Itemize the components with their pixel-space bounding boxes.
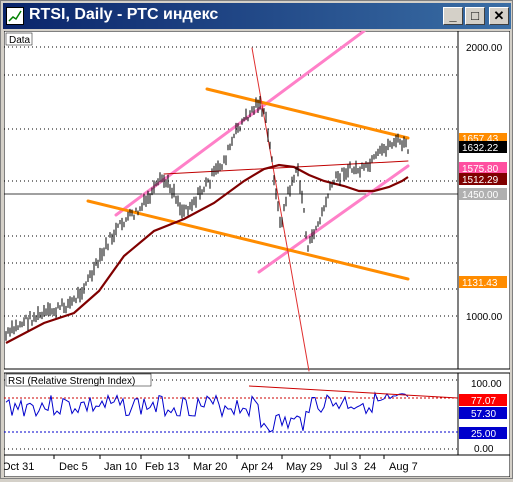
trend-lines: [86, 29, 410, 372]
price-tag-3-text: 1512.29: [462, 175, 499, 186]
close-button[interactable]: ✕: [489, 7, 509, 25]
red-steep-line: [251, 47, 310, 372]
time-label-2: Jan 10: [104, 461, 137, 473]
rsi-tag-2: 25.00: [459, 427, 507, 440]
data-label: Data: [9, 35, 31, 46]
price-tag-2-text: 1575.80: [462, 164, 499, 175]
pink-lower-channel: [257, 164, 410, 274]
time-label-6: May 29: [286, 461, 322, 473]
rsi-trend-line: [248, 385, 459, 399]
rsi-tag-1-text: 57.30: [471, 409, 496, 420]
window-title: RTSI, Daily - РТС индекс: [29, 6, 219, 23]
price-tag-5-text: 1131.43: [462, 278, 498, 289]
chart-area[interactable]: Data RSI (Relative Strengh Index) 2000.0…: [2, 29, 511, 478]
data-label-box: [5, 32, 33, 46]
orange-upper-channel: [205, 87, 410, 140]
time-label-4: Mar 20: [193, 461, 227, 473]
price-tag-4: 1450.00: [459, 188, 507, 201]
rsi-label-box: [5, 373, 152, 387]
rsi-line: [5, 391, 409, 433]
price-level-1000: 1000.00: [466, 312, 503, 323]
price-tag-4-text: 1450.00: [462, 190, 499, 201]
rsi-label: RSI (Relative Strengh Index): [8, 376, 135, 387]
price-tag-1: 1632.22: [459, 141, 507, 154]
chart-canvas[interactable]: Data RSI (Relative Strengh Index) 2000.0…: [2, 29, 511, 478]
rsi-pane-frame: [3, 372, 459, 456]
chart-app-icon: [6, 7, 24, 25]
orange-lower-channel: [86, 199, 410, 281]
main-pane-frame: [3, 30, 459, 370]
time-label-3: Feb 13: [145, 461, 179, 473]
price-tag-5: 1131.43: [459, 276, 507, 289]
price-tag-0: 1657.43: [459, 133, 507, 145]
price-tag-1-text: 1632.22: [462, 143, 499, 154]
price-level-2000: 2000.00: [466, 43, 503, 54]
rsi-tag-0-text: 77.07: [471, 396, 496, 407]
rsi-level-0: 0.00: [474, 444, 494, 455]
price-tag-2: 1575.80: [459, 162, 507, 175]
rsi-level-100: 100.00: [471, 379, 502, 390]
time-axis-ticks: [53, 455, 385, 459]
rsi-tag-2-text: 25.00: [471, 429, 496, 440]
time-label-5: Apr 24: [241, 461, 273, 473]
time-axis-labels: Oct 31 Dec 5 Jan 10 Feb 13 Mar 20 Apr 24…: [2, 461, 418, 473]
price-tag-3: 1512.29: [459, 173, 507, 186]
time-label-8: 24: [364, 461, 376, 473]
pink-upper-channel: [114, 29, 366, 217]
maximize-button[interactable]: □: [465, 7, 485, 25]
minimize-button[interactable]: _: [443, 7, 463, 25]
title-bar[interactable]: RTSI, Daily - РТС индекс _ □ ✕: [3, 3, 511, 29]
time-label-9: Aug 7: [389, 461, 418, 473]
moving-average-line: [5, 163, 409, 344]
price-bars: [5, 96, 409, 341]
rsi-tag-1: 57.30: [459, 407, 507, 420]
rsi-tag-0: 77.07: [459, 394, 507, 407]
time-label-7: Jul 3: [334, 461, 357, 473]
time-label-1: Dec 5: [59, 461, 88, 473]
price-tag-0-text: 1657.43: [462, 134, 499, 145]
time-label-0: Oct 31: [4, 461, 34, 473]
red-resistance-line: [163, 160, 409, 175]
